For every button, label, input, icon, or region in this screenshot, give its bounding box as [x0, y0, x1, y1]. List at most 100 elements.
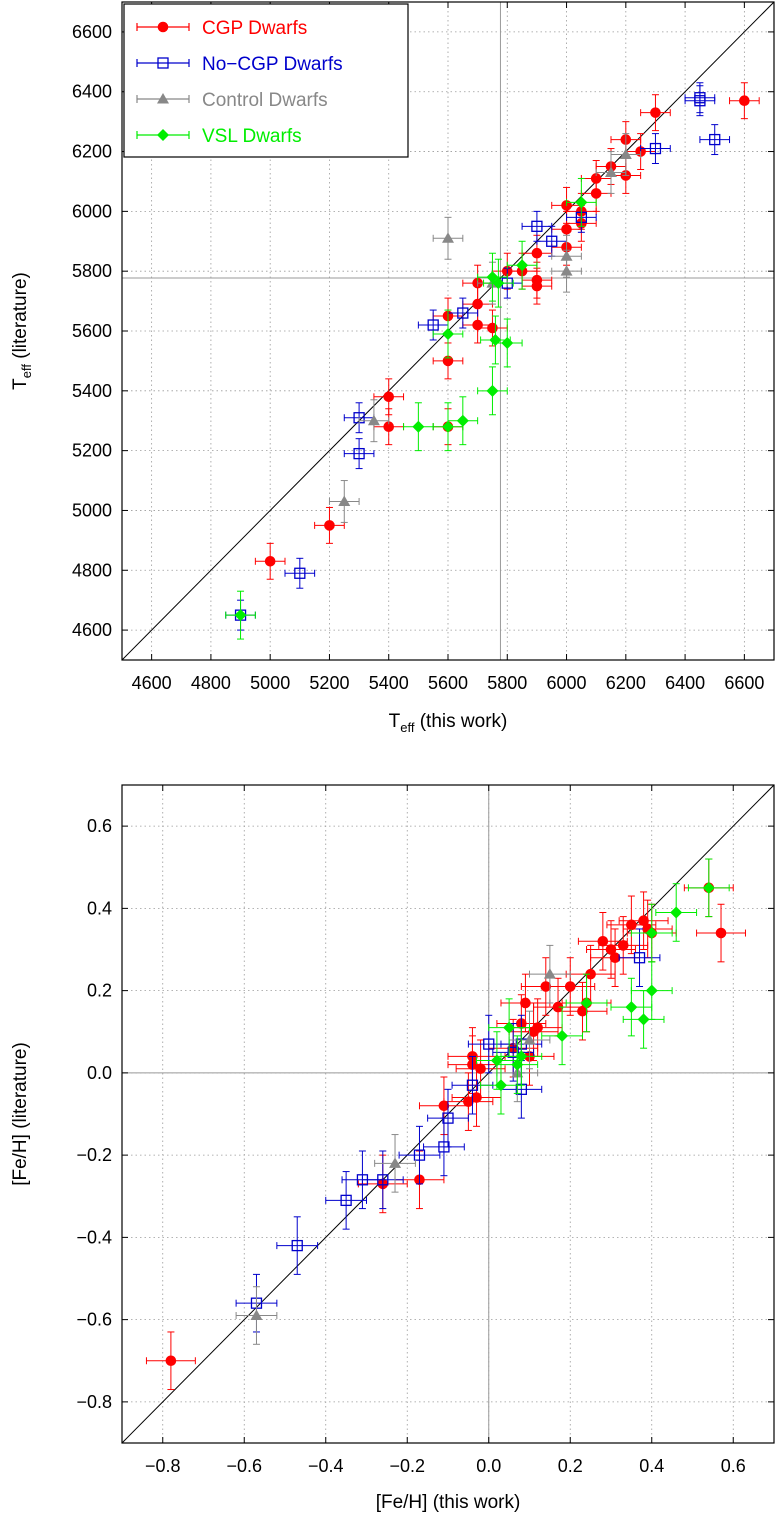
data-point [565, 973, 608, 1033]
y-tick-label: 4800 [72, 560, 112, 580]
data-point [432, 402, 464, 452]
y-label-sub: eff [19, 364, 34, 379]
teff-panel: 4600 4800 5000 5200 5400 5600 5800 6000 6200 6400… [10, 1, 775, 735]
marker-square [466, 1079, 479, 1091]
x-tick-label: 6200 [606, 673, 646, 693]
marker-square [340, 1194, 352, 1207]
x-label-rest: (this work) [414, 711, 507, 732]
marker-diamond [515, 1050, 528, 1063]
y-tick-label: −0.2 [76, 1145, 112, 1165]
marker-circle [715, 927, 727, 939]
data-point [403, 402, 434, 452]
marker-square [291, 1239, 303, 1252]
marker-circle [597, 935, 609, 947]
legend-entry: Control Dwarfs [136, 90, 328, 111]
marker-diamond [625, 1001, 638, 1014]
x-tick-label: 4800 [191, 673, 231, 693]
data-point [696, 903, 746, 963]
marker-square [353, 447, 365, 460]
data-point [451, 1055, 494, 1115]
marker-diamond [580, 996, 593, 1009]
data-point [655, 883, 698, 942]
marker-triangle [605, 166, 617, 177]
marker-triangle [367, 414, 380, 426]
marker-circle [531, 280, 543, 292]
x-tick-label: 5800 [487, 673, 527, 693]
tick-labels: −0.8 −0.6 −0.4 −0.2 0.0 0.2 0.4 0.6 −0.8 −0.6 −0.4… [76, 785, 774, 1476]
x-tick-label: 5400 [369, 673, 409, 693]
data-point [477, 366, 508, 416]
x-tick-label: 6600 [724, 673, 764, 693]
legend-entry: No−CGP Dwarfs [136, 54, 343, 75]
marker-circle [564, 981, 576, 992]
marker-diamond [516, 259, 529, 272]
data-point [640, 94, 671, 132]
marker-diamond [489, 333, 502, 346]
data-point [328, 480, 360, 523]
legend-box [123, 3, 409, 158]
data-point [491, 318, 523, 368]
x-label-main: T [389, 711, 401, 732]
data-point [610, 133, 642, 176]
y-tick-label: 4600 [72, 620, 112, 640]
marker-triangle [389, 1157, 402, 1168]
marker-square [413, 1149, 426, 1161]
marker-triangle [338, 495, 351, 506]
x-label-sub: eff [400, 720, 415, 735]
data-point [577, 911, 628, 971]
series [145, 858, 746, 1391]
data-point [284, 557, 316, 589]
y-tick-label: 6600 [72, 22, 112, 42]
y-tick-label: 0.4 [87, 898, 112, 918]
x-tick-label: 5000 [250, 673, 290, 693]
plot-frame [121, 784, 775, 1444]
x-tick-label: 0.0 [476, 1456, 501, 1476]
marker-square [709, 133, 721, 146]
series [476, 858, 730, 1115]
data-point [551, 249, 582, 293]
data-point [622, 990, 665, 1049]
marker-diamond [637, 1013, 650, 1026]
series [235, 944, 571, 1345]
data-point [432, 216, 464, 260]
y-tick-label: 6200 [72, 142, 112, 162]
legend-entry: CGP Dwarfs [136, 18, 307, 39]
marker-circle [383, 391, 395, 403]
data-point [427, 1088, 469, 1148]
legend-label: No−CGP Dwarfs [202, 54, 343, 75]
data-point [373, 378, 405, 416]
x-tick-label: 5200 [309, 673, 349, 693]
data-point [423, 1117, 465, 1177]
series [225, 177, 597, 640]
data-point [276, 1216, 319, 1275]
y-label-main: T [10, 378, 31, 390]
data-point [541, 1006, 583, 1066]
marker-circle [650, 107, 661, 118]
marker-square [649, 142, 662, 155]
marker-diamond [501, 336, 514, 349]
y-tick-label: 5400 [72, 381, 112, 401]
marker-triangle [523, 1033, 536, 1045]
data-point [418, 1076, 469, 1136]
data-point [398, 1125, 441, 1185]
y-tick-label: 5800 [72, 261, 112, 281]
legend-entry: VSL Dwarfs [136, 126, 302, 147]
data-point [618, 928, 661, 988]
marker-circle [487, 322, 498, 334]
marker-triangle [250, 1309, 263, 1321]
data-point [443, 1072, 494, 1131]
y-tick-label: 0.2 [87, 981, 112, 1001]
marker-circle [532, 1022, 543, 1033]
data-points [145, 858, 746, 1391]
data-point [618, 891, 669, 950]
data-point [580, 174, 612, 212]
data-points [225, 82, 760, 640]
marker-triangle [619, 148, 632, 160]
tick-labels: 4600 4800 5000 5200 5400 5600 5800 6000 6200 6400… [72, 2, 774, 693]
marker-diamond [456, 414, 469, 427]
legend-label: VSL Dwarfs [202, 126, 302, 147]
y-tick-label: 0.0 [87, 1063, 112, 1083]
x-tick-label: 0.4 [639, 1456, 664, 1476]
data-point [640, 133, 671, 165]
